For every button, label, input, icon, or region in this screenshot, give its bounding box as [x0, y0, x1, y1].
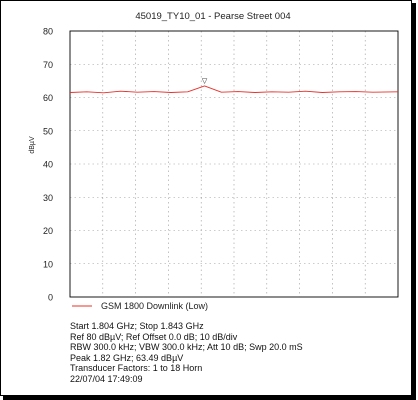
measurement-info: Start 1.804 GHz; Stop 1.843 GHz Ref 80 d…	[70, 321, 303, 384]
info-line-bandwidth: RBW 300.0 kHz; VBW 300.0 kHz; Att 10 dB;…	[70, 342, 303, 352]
y-tick-label: 50	[43, 126, 53, 136]
info-line-transducer: Transducer Factors: 1 to 18 Horn	[70, 363, 203, 373]
peak-marker: ▽	[202, 77, 208, 85]
y-tick-label: 20	[43, 226, 53, 236]
legend-label: GSM 1800 Downlink (Low)	[101, 301, 208, 311]
peak-marker-layer: ▽	[202, 77, 208, 85]
y-tick-label: 30	[43, 193, 53, 203]
y-tick-label: 80	[43, 27, 53, 37]
frame-shadow	[3, 396, 416, 400]
info-line-timestamp: 22/07/04 17:49:09	[70, 373, 143, 384]
grid	[70, 31, 398, 297]
series-line	[69, 85, 399, 94]
info-line-peak: Peak 1.82 GHz; 63.49 dBµV	[70, 352, 184, 363]
y-tick-label: 60	[43, 93, 53, 103]
y-tick-label: 40	[43, 160, 53, 170]
chart-title: 45019_TY10_01 - Pearse Street 004	[135, 11, 290, 22]
report-frame	[0, 0, 412, 396]
info-line-reference: Ref 80 dBµV; Ref Offset 0.0 dB; 10 dB/di…	[70, 331, 238, 342]
y-tick-label: 10	[43, 259, 53, 269]
y-axis-ticks: 0 10 20 30 40 50 60 70 80	[43, 27, 53, 303]
y-axis-label: dBµV	[29, 136, 36, 154]
plot-area	[69, 30, 399, 298]
y-tick-label: 70	[43, 60, 53, 70]
info-line-frequency: Start 1.804 GHz; Stop 1.843 GHz	[70, 321, 204, 331]
frame-shadow	[412, 3, 416, 399]
series-layer	[69, 85, 399, 94]
y-tick-label: 0	[48, 293, 53, 303]
